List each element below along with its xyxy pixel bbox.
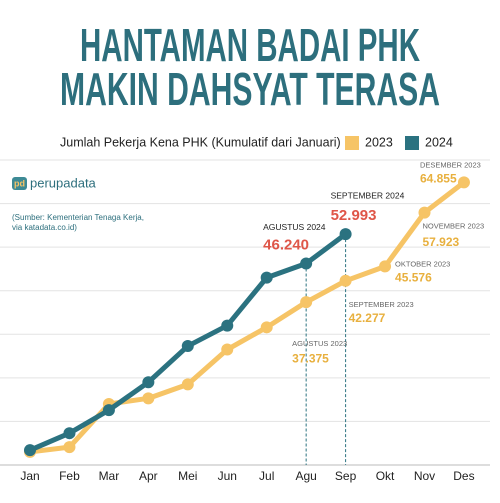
x-tick-label: Jul (259, 469, 274, 483)
data-point (339, 228, 352, 241)
logo-icon (12, 177, 27, 190)
value-label: 57.923 (423, 235, 460, 249)
source: via katadata.co.id) (12, 223, 77, 232)
data-point (300, 296, 313, 309)
data-point (339, 274, 352, 287)
point-label: AGUSTUS 2023 (292, 339, 347, 348)
logo-mark: pd (14, 178, 25, 188)
value-label: 52.993 (331, 207, 377, 224)
chart-title: MAKIN DAHSYAT TERASA (60, 63, 440, 115)
x-tick-label: Sep (335, 469, 357, 483)
point-label: SEPTEMBER 2024 (331, 190, 405, 200)
point-label: SEPTEMBER 2023 (349, 300, 414, 309)
x-tick-label: Nov (414, 469, 435, 483)
data-point (142, 392, 155, 405)
source: (Sumber: Kementerian Tenaga Kerja, (12, 213, 144, 222)
x-tick-label: Agu (295, 469, 316, 483)
legend-label: 2023 (365, 135, 393, 149)
data-point (260, 271, 273, 284)
data-point (142, 376, 155, 389)
data-point (102, 404, 115, 417)
data-point (300, 257, 313, 270)
point-label: OKTOBER 2023 (395, 259, 450, 268)
legend-swatch (345, 136, 359, 150)
x-tick-label: Jan (20, 469, 39, 483)
data-point (24, 444, 36, 457)
x-tick-label: Feb (59, 469, 80, 483)
logo: perupadata (30, 175, 97, 190)
legend: 2023 2024 (345, 135, 453, 150)
value-label: 42.277 (349, 311, 386, 325)
data-point (181, 340, 194, 353)
x-tick-label: Jun (218, 469, 237, 483)
value-label: 64.855 (420, 172, 457, 186)
data-point (221, 343, 234, 356)
point-label: NOVEMBER 2023 (423, 222, 485, 231)
data-point (457, 176, 470, 189)
data-point (63, 441, 76, 454)
x-tick-label: Mei (178, 469, 197, 483)
value-label: 45.576 (395, 271, 432, 285)
subtitle: Jumlah Pekerja Kena PHK (Kumulatif dari … (60, 135, 341, 149)
point-label: DESEMBER 2023 (420, 160, 481, 169)
value-label: 37.375 (292, 351, 329, 365)
x-tick-label: Apr (139, 469, 158, 483)
legend-swatch (405, 136, 419, 150)
data-point (63, 427, 76, 440)
point-label: AGUSTUS 2024 (263, 222, 326, 232)
x-tick-label: Mar (99, 469, 120, 483)
value-label: 46.240 (263, 236, 309, 253)
chart-title: HANTAMAN BADAI PHK (80, 19, 420, 71)
data-point (181, 378, 194, 391)
data-point (260, 321, 273, 334)
data-point (418, 206, 431, 219)
data-point (379, 260, 392, 273)
legend-label: 2024 (425, 135, 453, 149)
x-tick-label: Okt (376, 469, 395, 483)
data-point (221, 319, 234, 332)
x-tick-label: Des (453, 469, 474, 483)
